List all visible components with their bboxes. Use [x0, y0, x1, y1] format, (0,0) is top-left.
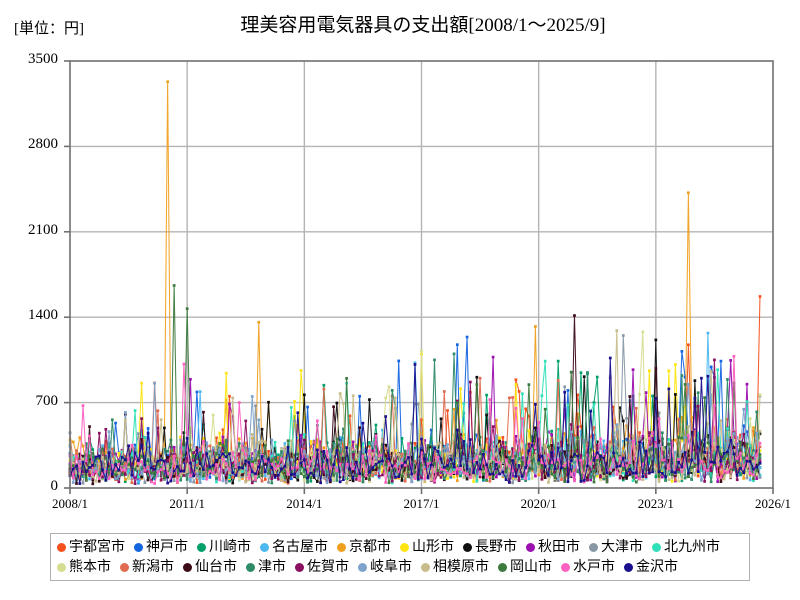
- legend-marker-icon: [197, 542, 206, 552]
- legend-marker-icon: [295, 562, 304, 572]
- legend-label: 津市: [258, 559, 286, 575]
- chart-title: 理美容用電気器具の支出額[2008/1～2025/9]: [240, 15, 606, 36]
- legend-marker-icon: [57, 562, 66, 572]
- legend-item-秋田市[interactable]: 秋田市: [526, 540, 580, 555]
- legend-label: 川崎市: [209, 539, 251, 555]
- legend-label: 新潟市: [132, 559, 174, 575]
- legend-item-大津市[interactable]: 大津市: [589, 540, 643, 555]
- legend-label: 岐阜市: [370, 559, 412, 575]
- legend-label: 秋田市: [538, 539, 580, 555]
- legend-label: 長野市: [475, 539, 517, 555]
- legend-item-名古屋市[interactable]: 名古屋市: [260, 540, 328, 555]
- series-20: [68, 356, 762, 485]
- legend-label: 神戸市: [146, 539, 188, 555]
- x-tick-label: 2008/1: [51, 496, 89, 511]
- y-tick-label: 1400: [28, 307, 58, 324]
- legend-label: 相模原市: [433, 559, 489, 575]
- legend-item-熊本市[interactable]: 熊本市: [57, 560, 111, 575]
- legend-marker-icon: [561, 562, 570, 572]
- legend-item-新潟市[interactable]: 新潟市: [120, 560, 174, 575]
- legend-marker-icon: [589, 542, 598, 552]
- legend-item-北九州市[interactable]: 北九州市: [652, 540, 720, 555]
- legend-item-津市[interactable]: 津市: [246, 560, 286, 575]
- legend-marker-icon: [57, 542, 66, 552]
- y-tick-label: 700: [35, 392, 59, 409]
- legend-item-岐阜市[interactable]: 岐阜市: [358, 560, 412, 575]
- legend-marker-icon: [421, 562, 430, 572]
- legend-label: 宇都宮市: [69, 539, 125, 555]
- x-tick-label: 2020/1: [520, 496, 557, 511]
- legend-item-川崎市[interactable]: 川崎市: [197, 540, 251, 555]
- unit-label: [単位：円]: [14, 21, 84, 37]
- legend-label: 金沢市: [636, 559, 678, 575]
- legend-item-佐賀市[interactable]: 佐賀市: [295, 560, 349, 575]
- legend-marker-icon: [652, 542, 661, 552]
- x-tick-label: 2023/1: [637, 496, 674, 511]
- legend-label: 佐賀市: [307, 559, 349, 575]
- legend-marker-icon: [624, 562, 633, 572]
- legend-marker-icon: [498, 562, 507, 572]
- legend-item-京都市[interactable]: 京都市: [337, 540, 391, 555]
- x-tick-label: 2017/1: [403, 496, 440, 511]
- y-tick-label: 2100: [28, 221, 58, 238]
- legend-marker-icon: [134, 542, 143, 552]
- legend-label: 熊本市: [69, 559, 111, 575]
- legend-item-岡山市[interactable]: 岡山市: [498, 560, 552, 575]
- legend-marker-icon: [400, 542, 409, 552]
- legend-label: 大津市: [601, 539, 643, 555]
- legend-row-1: 宇都宮市 神戸市 川崎市 名古屋市 京都市 山形市 長野市 秋田市 大津市 北九州市: [57, 537, 745, 557]
- legend-marker-icon: [526, 542, 535, 552]
- legend-marker-icon: [337, 542, 346, 552]
- legend-item-金沢市[interactable]: 金沢市: [624, 560, 678, 575]
- legend-item-仙台市[interactable]: 仙台市: [183, 560, 237, 575]
- x-tick-label: 2014/1: [286, 496, 323, 511]
- legend-label: 岡山市: [510, 559, 552, 575]
- legend-marker-icon: [120, 562, 129, 572]
- legend-label: 北九州市: [664, 539, 720, 555]
- legend-marker-icon: [260, 542, 269, 552]
- legend-item-宇都宮市[interactable]: 宇都宮市: [57, 540, 125, 555]
- legend-marker-icon: [183, 562, 192, 572]
- legend-item-水戸市[interactable]: 水戸市: [561, 560, 615, 575]
- legend-row-2: 熊本市 新潟市 仙台市 津市 佐賀市 岐阜市 相模原市 岡山市 水戸市 金沢市: [57, 557, 745, 577]
- x-tick-label: 2026/1: [754, 496, 792, 511]
- legend-marker-icon: [463, 542, 472, 552]
- legend-marker-icon: [358, 562, 367, 572]
- legend-item-長野市[interactable]: 長野市: [463, 540, 517, 555]
- y-tick-label: 2800: [28, 136, 58, 153]
- legend-marker-icon: [246, 562, 255, 572]
- chart-legend: 宇都宮市 神戸市 川崎市 名古屋市 京都市 山形市 長野市 秋田市 大津市 北九州市熊本市 新潟市 仙…: [50, 533, 750, 581]
- legend-label: 山形市: [412, 539, 454, 555]
- legend-item-山形市[interactable]: 山形市: [400, 540, 454, 555]
- legend-label: 水戸市: [573, 559, 615, 575]
- y-tick-label: 3500: [28, 51, 58, 67]
- legend-label: 名古屋市: [272, 539, 328, 555]
- legend-item-相模原市[interactable]: 相模原市: [421, 560, 489, 575]
- legend-item-神戸市[interactable]: 神戸市: [134, 540, 188, 555]
- legend-label: 仙台市: [195, 559, 237, 575]
- legend-label: 京都市: [349, 539, 391, 555]
- y-tick-label: 0: [50, 478, 59, 494]
- x-tick-label: 2011/1: [169, 496, 205, 511]
